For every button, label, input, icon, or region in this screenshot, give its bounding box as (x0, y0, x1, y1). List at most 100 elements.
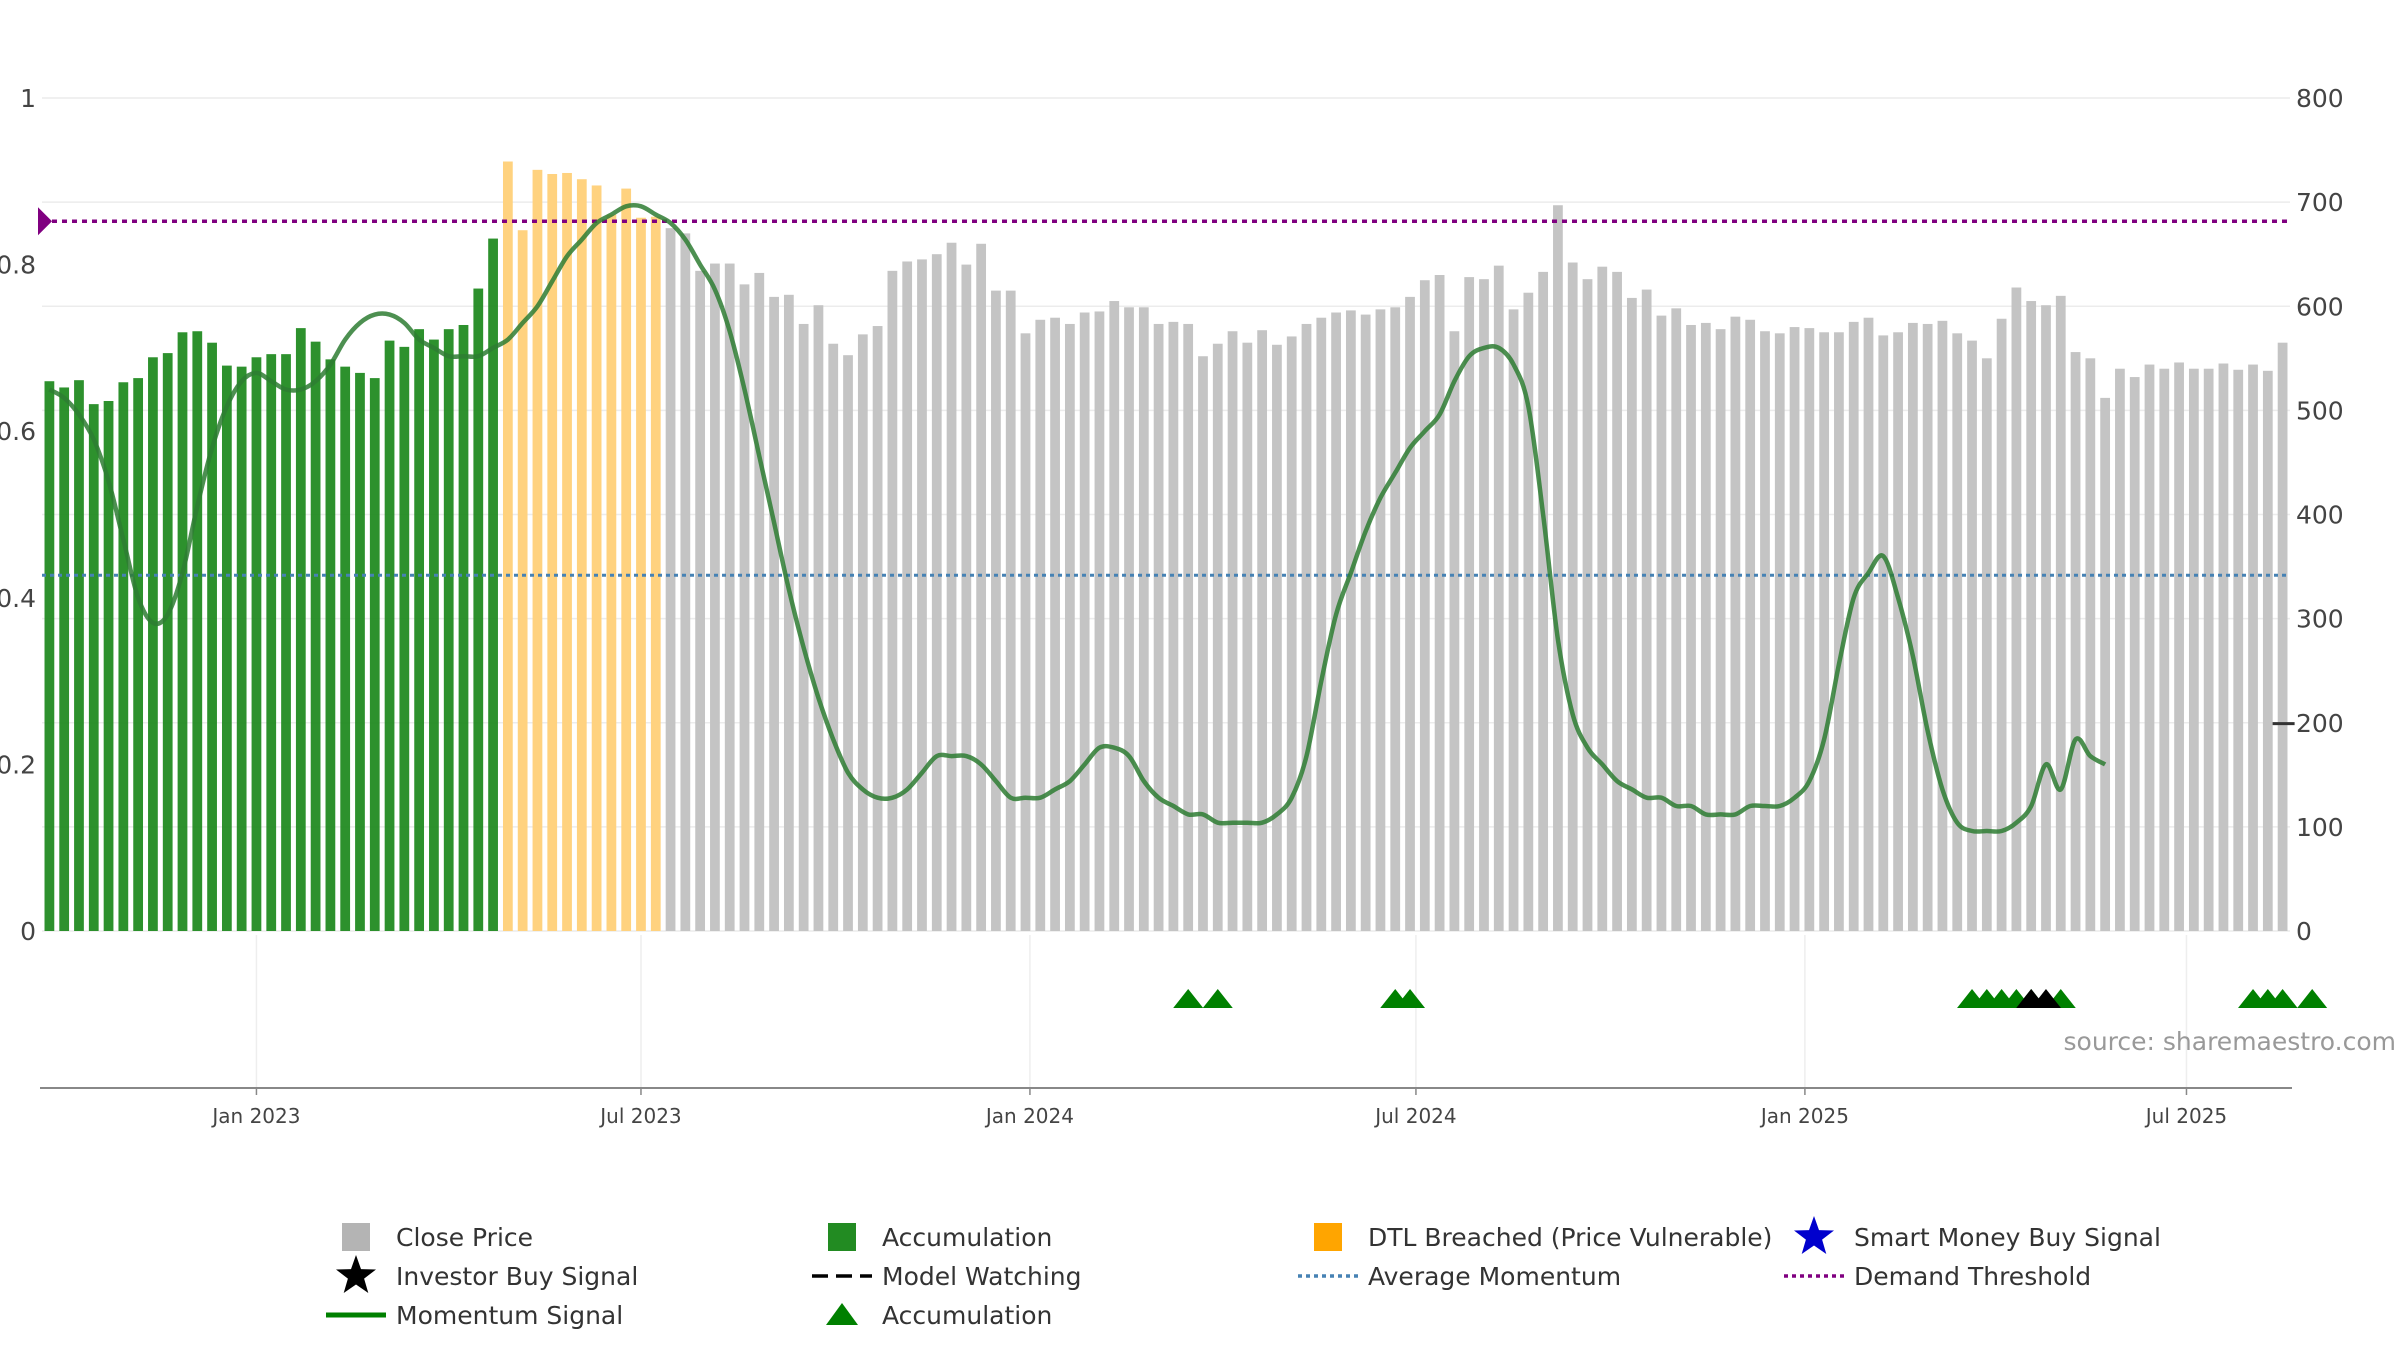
price-bar (2174, 362, 2184, 931)
reference-lines (38, 207, 2295, 726)
price-bar (2144, 364, 2155, 931)
price-bar (1183, 323, 1194, 931)
price-bar (680, 233, 691, 932)
price-bar (1656, 315, 1667, 932)
price-bar (931, 254, 942, 931)
left-axis-tick-label: 1 (20, 84, 36, 113)
price-bar (798, 323, 809, 931)
legend-label: Investor Buy Signal (396, 1262, 638, 1291)
price-bar (1272, 344, 1282, 931)
price-bar (2159, 368, 2170, 932)
price-bar (857, 334, 868, 931)
price-bar (2026, 301, 2037, 931)
price-bar (2248, 364, 2258, 931)
price-bar (2041, 305, 2051, 931)
price-bar (1700, 322, 1711, 931)
price-bar (1641, 289, 1652, 932)
price-bar (843, 355, 853, 932)
right-axis-tick-label: 0 (2296, 917, 2312, 946)
price-bar (1198, 356, 1208, 932)
x-axis-tick-label: Jan 2025 (1759, 1104, 1849, 1128)
price-bar (1316, 317, 1327, 931)
price-bar (1064, 323, 1075, 931)
legend-label: Accumulation (882, 1223, 1052, 1252)
price-bar (1612, 271, 1622, 931)
price-bar (221, 365, 232, 931)
accumulation-triangle (1395, 989, 1426, 1008)
left-axis-tick-label: 0.4 (0, 584, 36, 613)
legend-label: Close Price (396, 1223, 533, 1252)
price-bar (828, 343, 839, 931)
price-bar (1079, 312, 1090, 931)
right-axis-tick-label: 800 (2296, 84, 2344, 113)
price-bar (1345, 310, 1356, 931)
price-bar (1360, 314, 1371, 932)
price-bar (355, 372, 365, 931)
right-axis-tick-label: 100 (2296, 813, 2344, 842)
price-bar (724, 263, 735, 932)
price-bar (2129, 377, 2140, 931)
price-bar (917, 259, 927, 931)
price-bar (1227, 331, 1238, 931)
price-bar (1804, 328, 1815, 932)
price-bar (621, 188, 632, 931)
price-bar (1922, 323, 1933, 931)
price-bar (1419, 280, 1430, 931)
price-bar (1153, 323, 1164, 931)
price-bar (1020, 333, 1031, 931)
price-bar (1567, 262, 1578, 932)
price-bar (74, 380, 84, 932)
price-bar (1449, 331, 1460, 931)
left-axis-tick-label: 0.2 (0, 750, 36, 779)
price-bar (576, 179, 587, 931)
source-label: source: sharemaestro.com (2064, 1027, 2397, 1056)
legend: Close Price Accumulation DTL Breached (Pri… (326, 1216, 2161, 1330)
x-axis-tick-label: Jan 2024 (984, 1104, 1074, 1128)
legend-label: Smart Money Buy Signal (1854, 1223, 2161, 1252)
price-bar (946, 242, 957, 931)
right-axis-tick-label: 300 (2296, 605, 2344, 634)
price-bar (1109, 301, 1120, 931)
price-bar (650, 216, 661, 931)
price-bar (2233, 369, 2244, 931)
price-bar (488, 238, 498, 932)
price-bar (192, 331, 203, 931)
price-bar (2115, 368, 2125, 932)
price-bar (961, 264, 972, 932)
price-bar (177, 332, 188, 931)
x-axis-tick-label: Jan 2023 (210, 1104, 300, 1128)
legend-swatch-triangle (826, 1303, 858, 1325)
legend-label: Average Momentum (1368, 1262, 1621, 1291)
price-bar (236, 366, 247, 932)
price-bar (976, 243, 987, 931)
price-bar (2188, 368, 2199, 932)
price-bar (991, 290, 1001, 932)
price-bar (1863, 317, 1874, 931)
price-bar (1745, 319, 1756, 931)
investor-buy-triangle (2030, 989, 2061, 1008)
price-bar (1760, 331, 1770, 931)
legend-swatch-star (336, 1255, 376, 1293)
price-bar (1967, 340, 1977, 932)
price-bar (1124, 307, 1134, 931)
price-bar (1493, 265, 1504, 931)
legend-label: DTL Breached (Price Vulnerable) (1368, 1223, 1772, 1252)
price-bar (2070, 352, 2081, 931)
price-bar (532, 169, 543, 931)
price-bar (754, 272, 765, 931)
price-bar (1848, 321, 1859, 931)
price-bar (443, 329, 454, 932)
price-bar (1005, 290, 1016, 932)
price-bar (1390, 307, 1401, 931)
price-bar (1375, 309, 1386, 931)
right-axis-tick-label: 600 (2296, 292, 2344, 321)
price-bar (103, 401, 114, 931)
price-bar (325, 359, 336, 931)
price-bar (44, 381, 55, 932)
price-bar (1479, 279, 1489, 931)
price-bar (310, 341, 321, 932)
price-bar (1508, 309, 1519, 931)
price-bar (148, 357, 158, 931)
price-bar (1952, 333, 1963, 931)
price-bar (1819, 332, 1830, 931)
